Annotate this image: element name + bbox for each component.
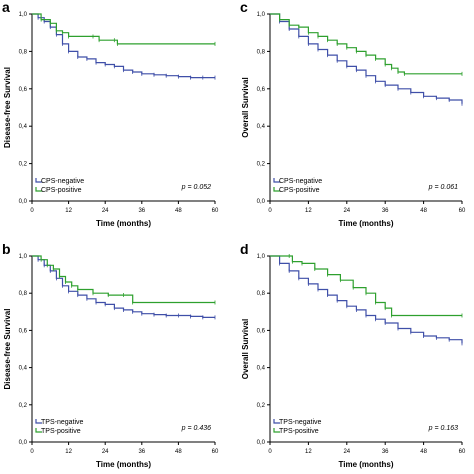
x-tick-label: 60 <box>459 449 466 455</box>
x-tick-label: 36 <box>138 449 145 455</box>
x-tick-label: 60 <box>212 208 219 214</box>
y-tick-label: 0,8 <box>19 291 28 297</box>
legend-swatch <box>273 428 280 433</box>
legend-swatch <box>35 187 42 192</box>
x-tick-label: 48 <box>420 208 427 214</box>
y-tick-label: 0,6 <box>19 328 28 334</box>
x-tick-label: 12 <box>65 449 72 455</box>
y-tick-label: 0,8 <box>257 291 266 297</box>
x-tick-label: 0 <box>268 208 272 214</box>
panel-c: c 0,0 0,2 0,4 0,6 0,8 1,0 0 12 24 36 48 60 Time (mont… <box>240 0 466 228</box>
x-axis-label: Time (months) <box>96 460 151 469</box>
legend-entry: TPS-negative <box>279 419 322 426</box>
survival-curve-cps-positive <box>32 13 215 45</box>
x-axis-label: Time (months) <box>96 219 151 228</box>
y-tick-label: 0,4 <box>257 366 266 372</box>
survival-curve-tps-negative <box>270 255 463 344</box>
panel-a: a 0,0 0,2 0,4 0,6 0,8 1,0 0 12 24 36 48 60 Time (mont… <box>2 0 219 228</box>
x-axis-label: Time (months) <box>339 460 394 469</box>
y-tick-label: 0,4 <box>19 124 28 130</box>
y-tick-label: 1,0 <box>257 254 266 260</box>
p-value: p = 0.061 <box>428 184 458 191</box>
y-axis-label: Disease-free Survival <box>3 309 12 390</box>
survival-curve-cps-positive <box>270 13 462 75</box>
x-tick-label: 36 <box>382 208 389 214</box>
y-axis-label: Overall Survival <box>241 319 250 379</box>
x-axis-label: Time (months) <box>339 219 394 228</box>
y-tick-label: 0,6 <box>19 87 28 93</box>
x-tick-label: 48 <box>420 449 427 455</box>
legend-entry: TPS-positive <box>279 428 319 435</box>
y-tick-label: 0,2 <box>19 162 28 168</box>
legend-swatch <box>35 178 42 183</box>
panel-b: b 0,0 0,2 0,4 0,6 0,8 1,0 0 12 24 36 48 60 Time (mont… <box>2 241 219 469</box>
p-value: p = 0.052 <box>181 184 211 191</box>
x-tick-label: 12 <box>305 208 312 214</box>
x-tick-label: 0 <box>30 449 34 455</box>
x-tick-label: 24 <box>102 449 109 455</box>
panel-d: d 0,0 0,2 0,4 0,6 0,8 1,0 0 12 24 36 48 60 Time (mont… <box>240 241 466 469</box>
x-tick-label: 36 <box>382 449 389 455</box>
x-tick-label: 48 <box>175 449 182 455</box>
y-tick-label: 0,4 <box>19 366 28 372</box>
panel-label: c <box>240 0 248 15</box>
y-tick-label: 1,0 <box>19 12 28 18</box>
legend-swatch <box>35 428 42 433</box>
x-tick-label: 60 <box>212 449 219 455</box>
p-value: p = 0.436 <box>181 425 211 432</box>
p-value: p = 0.163 <box>428 425 458 432</box>
y-tick-label: 1,0 <box>257 12 266 18</box>
legend-entry: CPS-negative <box>41 178 84 185</box>
legend-swatch <box>273 187 280 192</box>
x-tick-label: 24 <box>102 208 109 214</box>
panel-label: d <box>240 241 249 257</box>
x-tick-label: 60 <box>459 208 466 214</box>
x-tick-label: 36 <box>138 208 145 214</box>
y-tick-label: 0,2 <box>19 403 28 409</box>
survival-curve-cps-negative <box>32 13 215 79</box>
y-tick-label: 0,2 <box>257 162 266 168</box>
x-tick-label: 0 <box>30 208 34 214</box>
survival-curve-tps-positive <box>270 255 462 317</box>
y-axis-label: Overall Survival <box>241 77 250 137</box>
x-tick-label: 24 <box>343 449 350 455</box>
legend-entry: CPS-negative <box>279 178 322 185</box>
legend-swatch <box>273 419 280 424</box>
y-tick-label: 0,4 <box>257 124 266 130</box>
y-tick-label: 0,6 <box>257 328 266 334</box>
x-tick-label: 12 <box>65 208 72 214</box>
y-tick-label: 1,0 <box>19 254 28 260</box>
y-axis-label: Disease-free Survival <box>3 67 12 148</box>
panel-label: b <box>2 241 11 257</box>
legend-entry: CPS-positive <box>41 187 82 194</box>
legend-entry: CPS-positive <box>279 187 320 194</box>
y-tick-label: 0,2 <box>257 403 266 409</box>
x-tick-label: 48 <box>175 208 182 214</box>
y-tick-label: 0,8 <box>19 49 28 55</box>
y-tick-label: 0,0 <box>257 440 266 446</box>
legend-swatch <box>35 419 42 424</box>
y-tick-label: 0,8 <box>257 49 266 55</box>
x-tick-label: 0 <box>268 449 272 455</box>
y-tick-label: 0,0 <box>19 199 28 205</box>
y-tick-label: 0,0 <box>19 440 28 446</box>
legend-entry: TPS-positive <box>41 428 81 435</box>
panel-label: a <box>2 0 10 15</box>
legend-swatch <box>273 178 280 183</box>
x-tick-label: 12 <box>305 449 312 455</box>
x-tick-label: 24 <box>343 208 350 214</box>
legend-entry: TPS-negative <box>41 419 84 426</box>
y-tick-label: 0,6 <box>257 87 266 93</box>
y-tick-label: 0,0 <box>257 199 266 205</box>
